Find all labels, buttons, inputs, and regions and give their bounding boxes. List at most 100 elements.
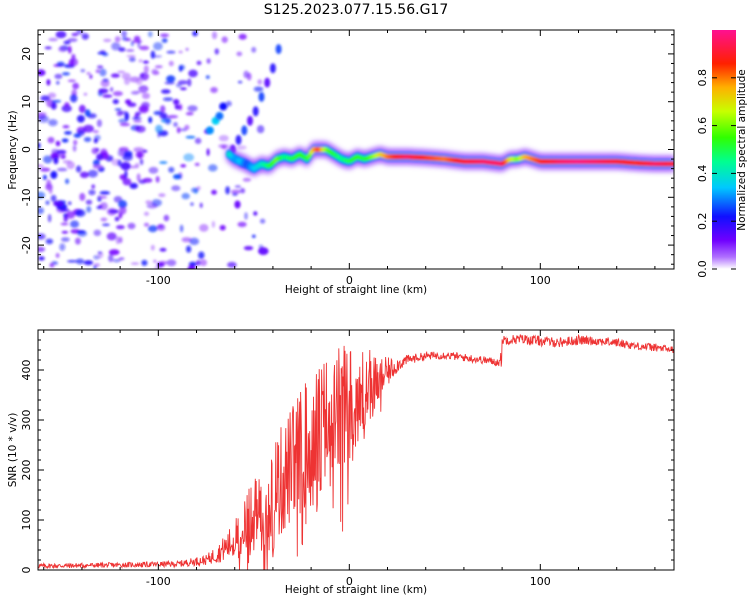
noise-blob xyxy=(59,243,66,251)
noise-blob xyxy=(100,50,106,54)
figure-title: S125.2023.077.15.56.G17 xyxy=(264,2,449,18)
colorbar-tick-label: 0.8 xyxy=(696,69,709,87)
noise-blob xyxy=(148,116,153,124)
noise-blob xyxy=(180,128,187,132)
colorbar: 0.0 0.2 0.4 0.6 0.8 Normalized spectral ampl… xyxy=(696,30,748,278)
noise-blob xyxy=(119,122,130,127)
noise-blob xyxy=(91,147,99,155)
noise-blob xyxy=(200,259,207,267)
snr-ytick-label: 200 xyxy=(20,460,33,481)
noise-blob xyxy=(153,259,157,263)
noise-blob xyxy=(143,211,150,216)
noise-blob xyxy=(97,251,104,259)
noise-blob xyxy=(153,42,163,51)
noise-blob xyxy=(159,247,167,252)
noise-blob xyxy=(100,217,108,222)
noise-blob xyxy=(83,124,94,133)
noise-blob xyxy=(232,193,238,196)
noise-blob xyxy=(166,75,176,83)
noise-blob xyxy=(64,131,72,135)
noise-blob xyxy=(38,246,46,252)
spec-ytick-label: 20 xyxy=(20,47,33,61)
noise-blob xyxy=(75,237,81,245)
noise-blob xyxy=(73,133,82,139)
noise-blob xyxy=(56,81,60,85)
noise-blob xyxy=(135,125,146,133)
noise-blob xyxy=(236,51,243,57)
noise-blob xyxy=(163,97,173,101)
noise-blob xyxy=(155,176,160,183)
noise-blob xyxy=(38,112,47,115)
noise-blob xyxy=(176,126,181,134)
noise-blob xyxy=(48,119,58,127)
spec-xtick-label: 100 xyxy=(530,274,551,287)
noise-blob xyxy=(126,49,135,52)
noise-blob xyxy=(50,102,57,110)
noise-blob xyxy=(67,260,78,263)
noise-blob xyxy=(206,58,211,64)
noise-blob xyxy=(161,38,168,43)
noise-blob xyxy=(238,33,247,40)
noise-blob xyxy=(108,249,120,256)
spec-ytick-label: -20 xyxy=(20,236,33,254)
noise-blob xyxy=(102,223,110,226)
noise-blob xyxy=(47,136,55,144)
noise-blob xyxy=(138,105,149,114)
noise-blob xyxy=(112,91,123,97)
noise-blob xyxy=(189,237,200,245)
noise-blob xyxy=(260,218,266,224)
noise-blob xyxy=(141,259,148,266)
noise-blob xyxy=(96,119,102,128)
snr-panel: -100 0 100 0 100 200 300 400 Height of straight… xyxy=(7,329,675,596)
noise-blob xyxy=(38,235,43,239)
noise-blob xyxy=(79,192,86,201)
noise-blob xyxy=(139,158,144,166)
tail-point xyxy=(269,63,276,74)
noise-blob xyxy=(225,186,231,195)
noise-blob xyxy=(38,164,44,168)
spectrogram-marks xyxy=(38,30,674,269)
noise-blob xyxy=(49,263,54,267)
noise-blob xyxy=(124,112,130,121)
noise-blob xyxy=(121,36,128,41)
noise-blob xyxy=(71,32,79,37)
noise-blob xyxy=(93,138,98,144)
noise-blob xyxy=(135,77,143,86)
noise-blob xyxy=(97,65,104,69)
tail-point xyxy=(247,115,253,126)
noise-blob xyxy=(160,105,166,113)
spec-ytick-label: 10 xyxy=(20,95,33,109)
noise-blob xyxy=(180,87,187,91)
noise-blob xyxy=(121,30,127,37)
noise-blob xyxy=(87,169,98,178)
noise-blob xyxy=(141,92,151,100)
spectrogram-xlabel: Height of straight line (km) xyxy=(285,284,427,296)
noise-blob xyxy=(130,90,140,95)
noise-blob xyxy=(148,166,159,174)
noise-blob xyxy=(158,224,164,228)
noise-blob xyxy=(194,162,200,166)
colorbar-tick-label: 0.6 xyxy=(696,117,709,135)
noise-blob xyxy=(118,236,123,244)
noise-blob xyxy=(179,224,184,233)
noise-blob xyxy=(83,92,88,96)
noise-blob xyxy=(86,71,91,76)
noise-blob xyxy=(88,189,96,196)
noise-blob xyxy=(61,104,72,113)
noise-blob xyxy=(108,254,114,263)
noise-blob xyxy=(99,191,111,195)
noise-blob xyxy=(112,99,119,105)
noise-blob xyxy=(56,61,65,67)
noise-blob xyxy=(116,110,123,117)
noise-blob xyxy=(145,200,152,205)
noise-blob xyxy=(110,73,120,78)
noise-blob xyxy=(38,142,41,149)
noise-blob xyxy=(147,31,153,38)
noise-blob xyxy=(150,50,156,59)
noise-blob xyxy=(173,174,182,180)
noise-blob xyxy=(142,177,153,183)
noise-blob xyxy=(167,115,179,119)
noise-blob xyxy=(65,178,70,184)
noise-blob xyxy=(181,192,190,200)
